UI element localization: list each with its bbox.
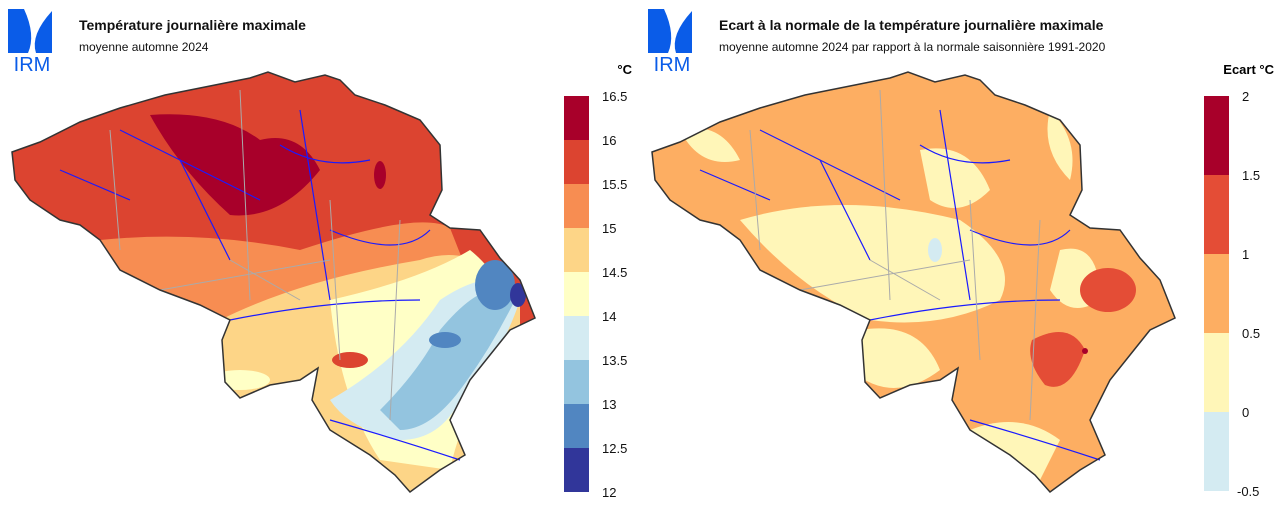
right-panel: IRM Ecart à la normale de la température… — [640, 0, 1280, 507]
legend-swatch — [1204, 412, 1229, 491]
legend-label: 15.5 — [602, 177, 628, 192]
legend-label: 16 — [602, 133, 617, 148]
legend-swatch — [564, 140, 589, 184]
temperature-map — [11, 71, 536, 493]
legend-scale — [564, 96, 589, 492]
legend-swatch — [1204, 254, 1229, 333]
legend-swatch — [564, 272, 589, 316]
legend-swatch — [564, 316, 589, 360]
legend-label: 15 — [602, 221, 617, 236]
legend-swatch — [1204, 175, 1229, 254]
irm-logo: IRM — [8, 9, 52, 73]
legend-scale — [1204, 96, 1229, 491]
map-subtitle: moyenne automne 2024 par rapport à la no… — [719, 40, 1106, 54]
svg-text:IRM: IRM — [14, 54, 51, 73]
legend-swatch — [564, 448, 589, 492]
legend-label: 12.5 — [602, 441, 628, 456]
legend-swatch — [1204, 333, 1229, 412]
legend-label: 2 — [1242, 89, 1250, 104]
map-title: Température journalière maximale — [79, 17, 306, 33]
legend-label: 1.5 — [1242, 168, 1261, 183]
legend-label: 13.5 — [602, 353, 628, 368]
legend-label: 16.5 — [602, 89, 628, 104]
legend-label: 0.5 — [1242, 326, 1261, 341]
irm-logo: IRM — [648, 9, 692, 73]
legend-swatch — [564, 184, 589, 228]
anomaly-map — [651, 71, 1176, 493]
legend-label: 14 — [602, 309, 617, 324]
legend-swatch — [564, 228, 589, 272]
map-title: Ecart à la normale de la température jou… — [719, 17, 1104, 33]
legend-unit: °C — [617, 62, 632, 77]
legend-label: 12 — [602, 485, 617, 500]
legend-unit: Ecart °C — [1223, 62, 1274, 77]
legend-swatch — [564, 404, 589, 448]
legend-label: -0.5 — [1237, 484, 1260, 499]
legend-label: 13 — [602, 397, 617, 412]
legend-label: 14.5 — [602, 265, 628, 280]
legend-swatch — [1204, 96, 1229, 175]
legend-label: 0 — [1242, 405, 1250, 420]
map-subtitle: moyenne automne 2024 — [79, 40, 209, 54]
legend-swatch — [564, 96, 589, 140]
legend-swatch — [564, 360, 589, 404]
legend-label: 1 — [1242, 247, 1250, 262]
svg-text:IRM: IRM — [654, 54, 691, 73]
left-panel: IRM Température journalière maximale moy… — [8, 9, 632, 500]
